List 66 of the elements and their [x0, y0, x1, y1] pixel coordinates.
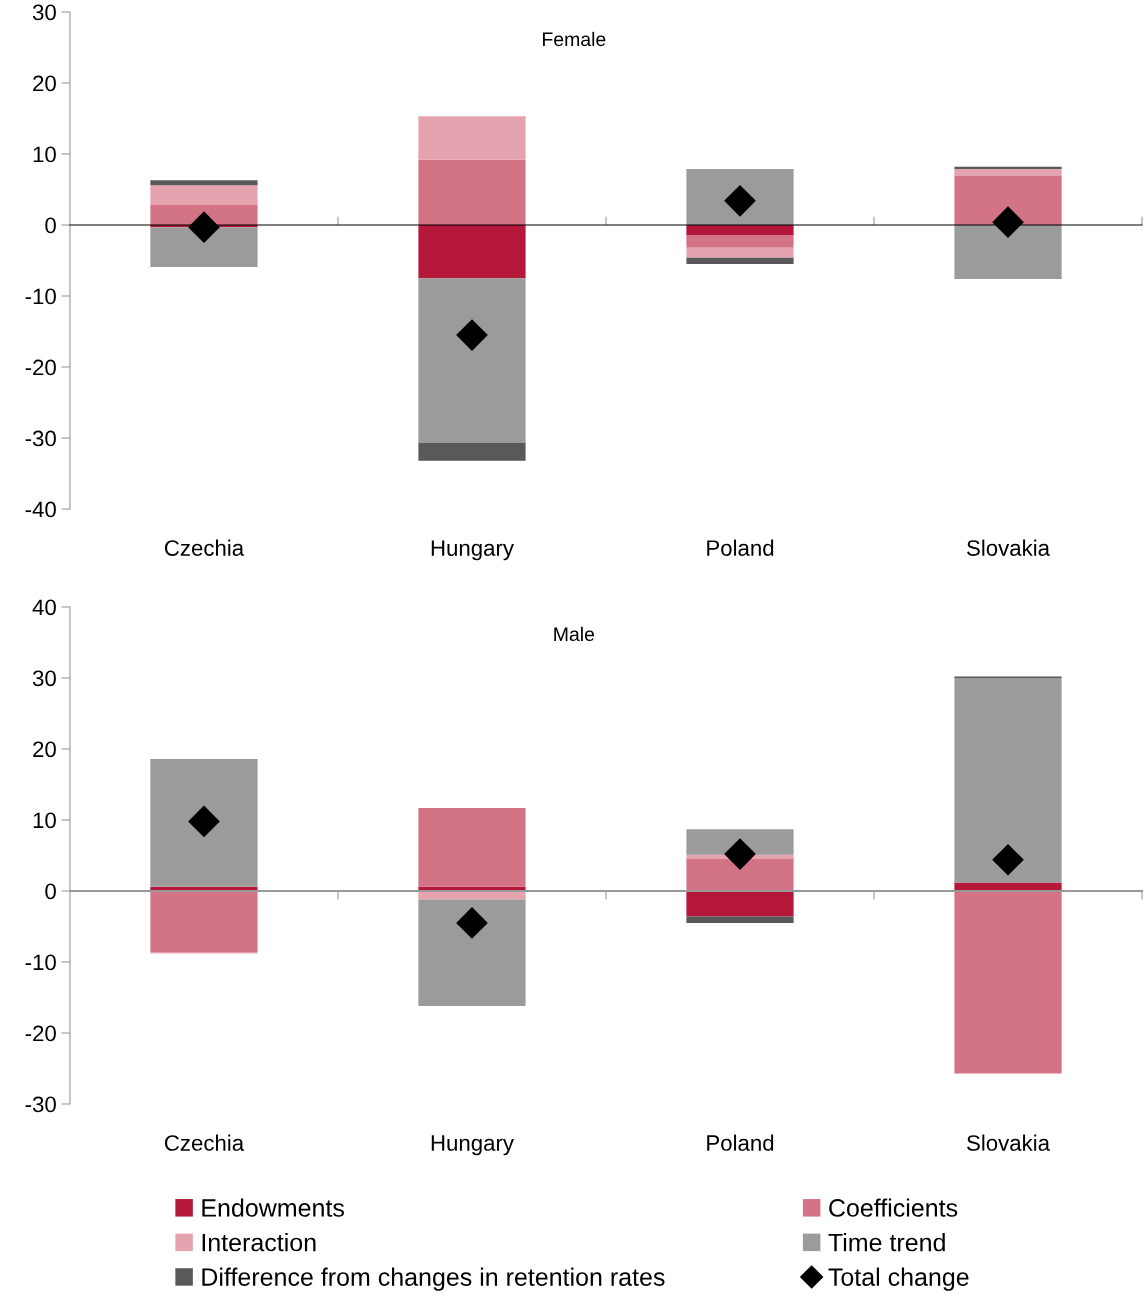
- bar: [686, 225, 794, 235]
- y-tick-label: 10: [33, 812, 56, 829]
- point: [456, 907, 488, 939]
- y-tick-label: 30: [32, 670, 56, 687]
- bar: [686, 890, 794, 917]
- y-tick-label: -30: [25, 430, 56, 447]
- bar: [954, 225, 1062, 279]
- y-tick-label: 20: [33, 741, 56, 758]
- y-tick-label: 40: [32, 599, 56, 616]
- point: [992, 206, 1024, 238]
- y-tick-label: 20: [33, 75, 56, 92]
- y-tick-label: -10: [25, 288, 56, 305]
- legend-label: Coefficients: [829, 1198, 958, 1217]
- bar: [686, 859, 794, 891]
- bar: [954, 176, 1062, 225]
- point: [188, 211, 220, 243]
- x-tick-label: Poland: [707, 539, 774, 556]
- bar: [686, 829, 794, 855]
- legend-label: Interaction: [202, 1233, 316, 1252]
- x-tick-label: Hungary: [431, 540, 514, 561]
- bar: [418, 807, 526, 887]
- bar: [418, 278, 526, 443]
- x-tick-label: Czechia: [164, 539, 245, 556]
- point: [992, 843, 1024, 876]
- y-tick-label: 30: [32, 4, 56, 21]
- text: Female: [543, 31, 606, 47]
- point: [724, 838, 756, 870]
- bar: [150, 185, 258, 206]
- bar: [954, 890, 1062, 1074]
- legend-label: Time trend: [828, 1233, 945, 1252]
- bar: [150, 758, 258, 887]
- y-tick-label: -20: [25, 1025, 56, 1042]
- bar: [954, 166, 1062, 169]
- bar: [418, 442, 526, 461]
- x-tick-label: Hungary: [431, 1135, 514, 1156]
- bar: [418, 225, 526, 279]
- text: Male: [554, 626, 595, 642]
- bar: [686, 234, 794, 248]
- bar: [150, 227, 258, 267]
- bar: [686, 257, 794, 265]
- y-tick-label: -40: [25, 501, 56, 518]
- y-tick-label: -20: [25, 359, 56, 376]
- y-tick-label: 0: [45, 883, 56, 900]
- x-tick-label: Slovakia: [967, 1134, 1051, 1151]
- bar: [954, 677, 1062, 883]
- legend-label: Difference from changes in retention rates: [202, 1267, 665, 1291]
- x-tick-label: Slovakia: [967, 539, 1051, 556]
- bar: [150, 180, 258, 186]
- bar: [150, 890, 258, 953]
- point: [456, 319, 488, 351]
- bar: [954, 882, 1062, 891]
- x-tick-label: Poland: [707, 1134, 774, 1151]
- bar: [954, 168, 1062, 176]
- bar: [686, 916, 794, 923]
- bar: [686, 168, 794, 225]
- legend-label: Total change: [828, 1267, 969, 1291]
- x-tick-label: Czechia: [164, 1134, 245, 1151]
- y-tick-label: -10: [25, 954, 56, 971]
- bar: [418, 116, 526, 160]
- bar: [686, 247, 794, 258]
- legend-label: Endowments: [202, 1198, 344, 1217]
- bar: [418, 899, 526, 1006]
- y-tick-label: -30: [25, 1096, 56, 1113]
- bar: [418, 159, 526, 225]
- y-tick-label: 10: [33, 146, 56, 163]
- y-tick-label: 0: [45, 217, 56, 234]
